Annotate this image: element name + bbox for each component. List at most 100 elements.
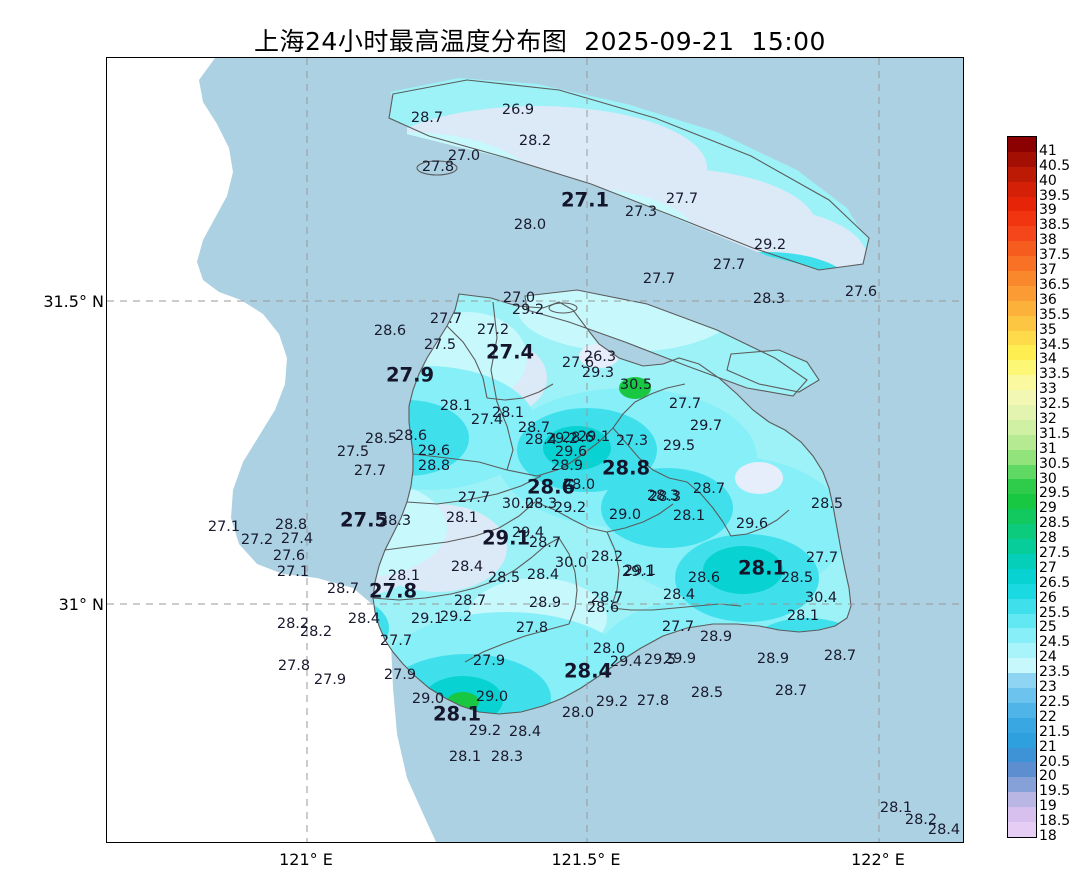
station-value: 28.9 xyxy=(699,628,733,645)
station-value: 27.7 xyxy=(379,632,413,649)
colorbar-tick: 26.5 xyxy=(1039,574,1071,591)
colorbar-tick: 26 xyxy=(1039,589,1057,606)
station-value: 28.6 xyxy=(526,475,576,499)
station-value: 28.0 xyxy=(562,476,596,493)
station-value: 28.1 xyxy=(879,799,913,816)
station-value: 27.9 xyxy=(313,671,347,688)
colorbar-tick: 23 xyxy=(1039,679,1057,696)
colorbar-band xyxy=(1008,509,1036,525)
station-value: 28.0 xyxy=(561,704,595,721)
station-value: 27.2 xyxy=(476,321,510,338)
station-value: 28.1 xyxy=(445,509,479,526)
station-value: 29.2 xyxy=(553,499,587,516)
station-value: 27.9 xyxy=(472,652,506,669)
colorbar-band xyxy=(1008,166,1036,182)
colorbar-tick: 28 xyxy=(1039,530,1057,547)
colorbar-tick: 20.5 xyxy=(1039,753,1071,770)
station-value: 28.8 xyxy=(417,457,451,474)
colorbar-band xyxy=(1008,330,1036,346)
station-value: 27.7 xyxy=(665,190,699,207)
station-value: 28.2 xyxy=(276,615,310,632)
station-value: 28.4 xyxy=(450,558,484,575)
station-value: 27.8 xyxy=(636,692,670,709)
station-value: 30.5 xyxy=(619,376,653,393)
station-value: 29.2 xyxy=(511,301,545,318)
colorbar-band xyxy=(1008,658,1036,674)
station-value: 28.7 xyxy=(590,589,624,606)
colorbar-band xyxy=(1008,717,1036,733)
colorbar-tick: 27.5 xyxy=(1039,545,1071,562)
station-value: 28.2 xyxy=(904,811,938,828)
colorbar-tick: 38.5 xyxy=(1039,217,1071,234)
map-plot-area[interactable] xyxy=(106,57,964,843)
station-value: 29.2 xyxy=(753,236,787,253)
colorbar-tick: 22.5 xyxy=(1039,693,1071,710)
colorbar-tick: 22 xyxy=(1039,708,1057,725)
station-value: 28.7 xyxy=(453,592,487,609)
station-value: 28.5 xyxy=(487,569,521,586)
station-value: 27.5 xyxy=(339,508,389,532)
colorbar-tick-labels: 41 40.5 40 39.5 39 38.5 38 37.5 37 36.5 36 35.5 35 34… xyxy=(1039,136,1079,844)
station-value: 27.9 xyxy=(385,363,435,387)
station-value: 29.1 xyxy=(481,526,531,550)
colorbar-tick: 36.5 xyxy=(1039,276,1071,293)
station-value: 29.2 xyxy=(545,430,579,447)
colorbar-band xyxy=(1008,777,1036,793)
colorbar-tick: 40 xyxy=(1039,172,1057,189)
colorbar-band xyxy=(1008,137,1036,152)
colorbar-band xyxy=(1008,613,1036,629)
station-value: 27.7 xyxy=(668,395,702,412)
colorbar-band xyxy=(1008,345,1036,361)
station-value: 27.4 xyxy=(485,340,535,364)
station-value: 27.6 xyxy=(561,354,595,371)
colorbar-band xyxy=(1008,643,1036,659)
colorbar-band xyxy=(1008,821,1036,837)
station-value: 29.2 xyxy=(439,608,473,625)
colorbar-tick: 23.5 xyxy=(1039,664,1071,681)
station-value: 27.8 xyxy=(421,158,455,175)
station-value: 28.7 xyxy=(823,647,857,664)
station-value: 27.6 xyxy=(272,547,306,564)
station-value: 29.0 xyxy=(608,506,642,523)
colorbar-tick: 24 xyxy=(1039,649,1057,666)
station-value: 27.1 xyxy=(276,563,310,580)
station-value: 29.9 xyxy=(663,650,697,667)
colorbar-tick: 27 xyxy=(1039,559,1057,576)
station-value: 27.1 xyxy=(207,518,241,535)
station-value: 30.4 xyxy=(804,589,838,606)
station-value: 28.3 xyxy=(648,488,682,505)
station-value: 29.1 xyxy=(621,563,655,580)
station-value: 28.2 xyxy=(518,132,552,149)
colorbar-band xyxy=(1008,300,1036,316)
station-value: 28.7 xyxy=(692,480,726,497)
station-value: 28.7 xyxy=(774,682,808,699)
colorbar-tick: 20 xyxy=(1039,768,1057,785)
station-value: 28.3 xyxy=(524,495,558,512)
station-value: 28.5 xyxy=(810,495,844,512)
station-value: 28.7 xyxy=(326,580,360,597)
station-value: 28.3 xyxy=(378,512,412,529)
station-value: 27.1 xyxy=(560,188,610,212)
colorbar-band xyxy=(1008,807,1036,822)
colorbar: 41 40.5 40 39.5 39 38.5 38 37.5 37 36.5 36 35.5 35 34… xyxy=(1007,136,1079,844)
station-value: 28.9 xyxy=(550,457,584,474)
colorbar-tick: 29.5 xyxy=(1039,485,1071,502)
colorbar-band xyxy=(1008,673,1036,688)
station-value: 27.0 xyxy=(447,147,481,164)
colorbar-tick: 19 xyxy=(1039,798,1057,815)
colorbar-band xyxy=(1008,405,1036,420)
colorbar-band xyxy=(1008,539,1036,554)
station-value: 27.8 xyxy=(515,619,549,636)
station-value: 28.5 xyxy=(690,684,724,701)
station-value: 28.3 xyxy=(646,487,680,504)
colorbar-tick: 32.5 xyxy=(1039,396,1071,413)
station-value: 28.5 xyxy=(780,569,814,586)
colorbar-tick: 38 xyxy=(1039,232,1057,249)
station-value: 27.7 xyxy=(712,256,746,273)
station-value: 28.7 xyxy=(528,534,562,551)
station-value: 29.2 xyxy=(468,722,502,739)
colorbar-band xyxy=(1008,494,1036,510)
administrative-boundaries xyxy=(372,79,870,715)
station-value: 28.4 xyxy=(662,586,696,603)
station-value: 28.6 xyxy=(373,322,407,339)
